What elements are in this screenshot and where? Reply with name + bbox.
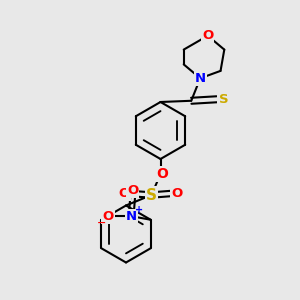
Text: O: O xyxy=(118,187,130,200)
Text: +: + xyxy=(135,205,143,214)
Text: O: O xyxy=(156,167,168,181)
Text: S: S xyxy=(218,93,228,106)
Text: O: O xyxy=(171,187,183,200)
Text: O: O xyxy=(127,184,138,196)
Text: N: N xyxy=(126,210,137,223)
Text: N: N xyxy=(195,72,206,85)
Text: O: O xyxy=(202,29,213,42)
Text: O: O xyxy=(103,210,114,223)
Text: S: S xyxy=(146,188,157,202)
Text: −: − xyxy=(97,218,106,228)
